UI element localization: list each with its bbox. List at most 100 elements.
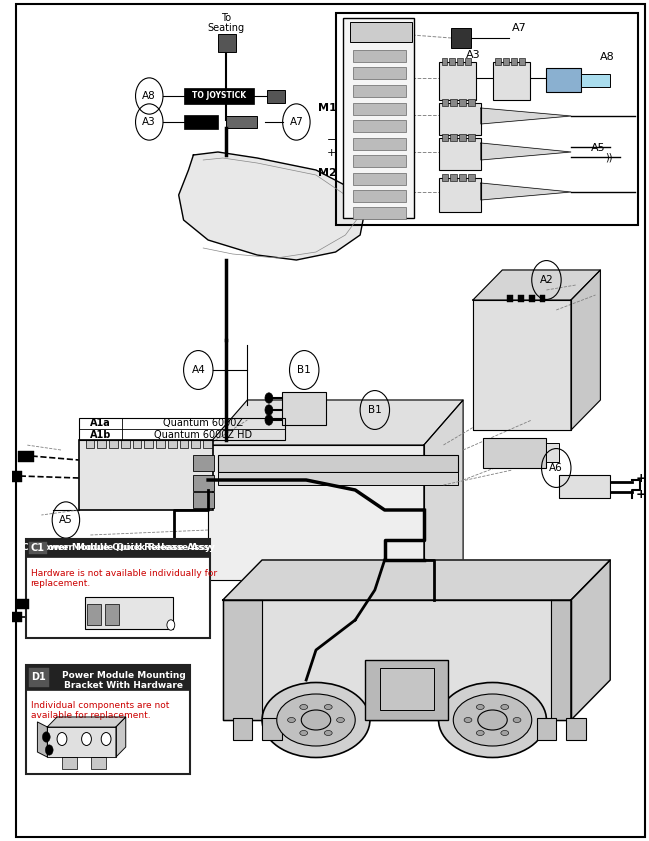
Bar — [88, 604, 101, 625]
Bar — [184, 88, 254, 104]
Bar — [353, 190, 406, 202]
Bar — [26, 665, 190, 774]
Text: A2: A2 — [539, 275, 554, 285]
Text: +: + — [636, 489, 646, 501]
Text: −: − — [327, 135, 337, 145]
Bar — [353, 138, 406, 150]
Bar — [439, 178, 481, 212]
Circle shape — [42, 732, 50, 743]
Circle shape — [265, 415, 273, 426]
Text: A7: A7 — [512, 23, 527, 33]
Bar — [450, 174, 457, 181]
Ellipse shape — [513, 717, 521, 722]
Text: B1: B1 — [368, 405, 382, 415]
Text: A3: A3 — [465, 50, 480, 60]
Bar — [439, 138, 481, 170]
Circle shape — [265, 393, 273, 403]
Bar — [62, 757, 77, 769]
Bar — [26, 539, 210, 638]
Bar — [267, 90, 285, 103]
Text: TO JOYSTICK: TO JOYSTICK — [192, 92, 246, 101]
Bar — [191, 440, 201, 448]
Polygon shape — [552, 600, 571, 720]
Ellipse shape — [476, 705, 484, 710]
Bar — [518, 295, 524, 302]
Bar — [132, 440, 141, 448]
Bar — [336, 13, 638, 225]
Bar — [439, 103, 481, 135]
Ellipse shape — [324, 705, 332, 710]
Bar — [92, 757, 106, 769]
Bar — [193, 455, 214, 471]
Bar — [105, 604, 119, 625]
Bar — [511, 58, 517, 65]
Polygon shape — [178, 152, 365, 260]
Text: Quantum 6000Z HD: Quantum 6000Z HD — [154, 430, 252, 440]
Text: Hardware is not available individually for
replacement.: Hardware is not available individually f… — [31, 569, 217, 589]
Ellipse shape — [300, 731, 308, 736]
Polygon shape — [571, 560, 610, 720]
Bar — [439, 62, 476, 100]
Bar — [539, 295, 545, 302]
Bar — [26, 539, 210, 557]
Ellipse shape — [300, 705, 308, 710]
Bar — [519, 58, 525, 65]
Text: M2: M2 — [318, 168, 337, 178]
Bar — [459, 134, 466, 141]
Bar — [353, 207, 406, 219]
Text: A1a: A1a — [90, 418, 110, 428]
Bar — [581, 74, 610, 87]
Bar — [459, 174, 466, 181]
Text: +: + — [327, 148, 337, 158]
Text: A8: A8 — [600, 52, 615, 62]
Ellipse shape — [439, 683, 546, 758]
Polygon shape — [38, 722, 47, 757]
Bar — [353, 173, 406, 185]
Polygon shape — [481, 143, 571, 160]
Bar — [184, 115, 218, 129]
Bar — [365, 660, 448, 720]
Text: +: + — [636, 472, 646, 484]
Polygon shape — [47, 727, 116, 757]
Text: A4: A4 — [191, 365, 205, 375]
Bar — [29, 668, 49, 687]
Text: Seating: Seating — [207, 23, 244, 33]
Ellipse shape — [453, 694, 532, 746]
Polygon shape — [47, 717, 126, 727]
Bar — [441, 174, 448, 181]
Text: C1: C1 — [31, 543, 45, 553]
Bar — [441, 58, 447, 65]
Bar — [282, 392, 326, 425]
Circle shape — [265, 405, 273, 415]
Bar — [121, 440, 130, 448]
Text: A5: A5 — [59, 515, 73, 525]
Bar — [468, 99, 475, 106]
Bar — [29, 542, 47, 554]
Text: A3: A3 — [142, 117, 156, 127]
Bar — [450, 134, 457, 141]
Bar — [566, 718, 585, 740]
Circle shape — [101, 733, 111, 745]
Bar — [226, 116, 257, 128]
Bar — [459, 99, 466, 106]
Text: A5: A5 — [591, 143, 606, 153]
Ellipse shape — [476, 731, 484, 736]
Polygon shape — [223, 600, 571, 720]
Bar — [193, 475, 214, 491]
Bar — [495, 58, 501, 65]
Bar — [97, 440, 106, 448]
Ellipse shape — [478, 710, 508, 730]
Polygon shape — [424, 400, 463, 580]
Ellipse shape — [288, 717, 295, 722]
Bar — [350, 22, 412, 42]
Text: )): )) — [606, 153, 613, 163]
Text: Individual components are not
available for replacement.: Individual components are not available … — [31, 701, 169, 721]
Bar — [457, 58, 463, 65]
Ellipse shape — [276, 694, 355, 746]
Bar — [86, 440, 94, 448]
Polygon shape — [481, 183, 571, 200]
Bar — [353, 85, 406, 97]
Bar — [450, 99, 457, 106]
Text: A1b: A1b — [90, 430, 111, 440]
Bar — [232, 718, 252, 740]
